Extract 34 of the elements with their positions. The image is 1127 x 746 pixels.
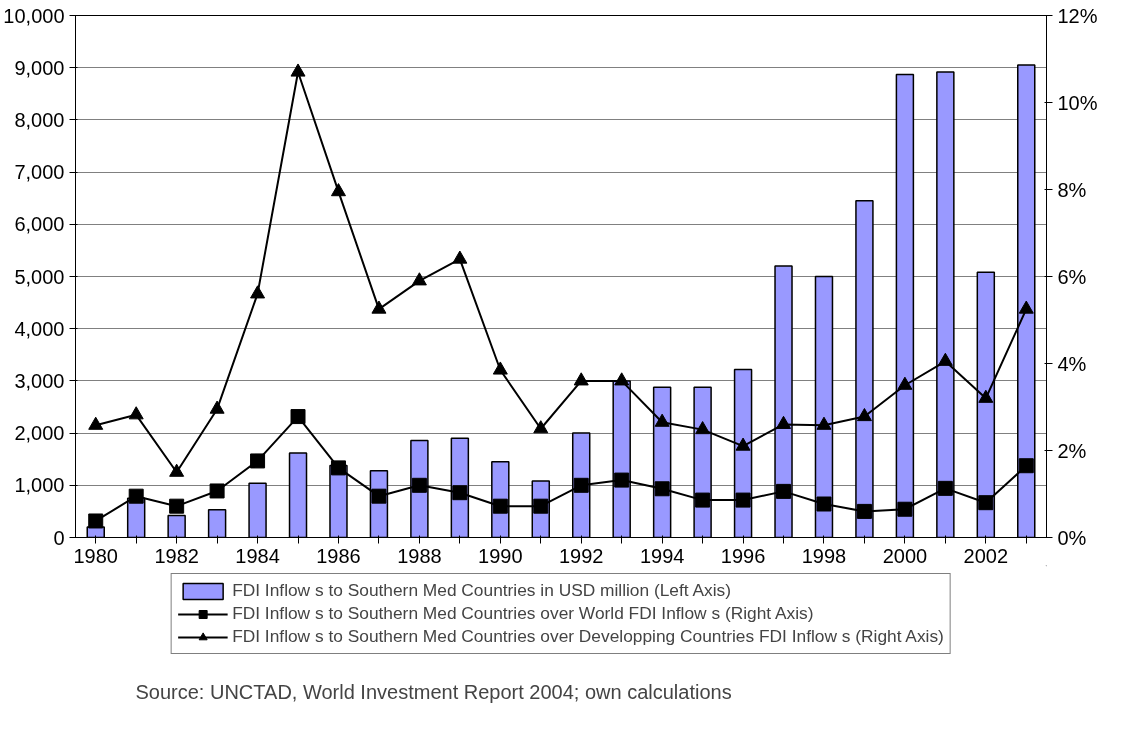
source-note: Source: UNCTAD, World Investment Report 2004; own calculations [135, 680, 732, 703]
x-tick-label: 1990 [478, 544, 523, 567]
x-tick-label: 1984 [235, 544, 280, 567]
y-tick-label: 8,000 [14, 108, 65, 131]
y-tick-label: 0 [53, 526, 65, 549]
y-tick-label: 3,000 [14, 369, 65, 392]
x-tick-label: 1980 [73, 544, 118, 567]
y2-tick-label: 6% [1057, 265, 1087, 288]
x-tick-label: 2000 [882, 544, 928, 567]
y-tick-label: 7,000 [14, 161, 65, 184]
x-tick-label: 1992 [558, 544, 604, 567]
legend-label: FDI Inflow s to Southern Med Countries over Developping Countries FDI Inflow s (Right Axis) [232, 626, 944, 647]
x-tick-label: 1988 [397, 544, 442, 567]
legend-label: FDI Inflow s to Southern Med Countries in USD million (Left Axis) [232, 580, 731, 601]
y2-tick-label: 0% [1057, 526, 1087, 549]
y2-tick-label: 4% [1057, 352, 1087, 375]
y-tick-label: 10,000 [3, 4, 65, 27]
y2-tick-label: 12% [1057, 4, 1098, 27]
y-tick-label: 5,000 [14, 265, 65, 288]
x-tick-label: 1986 [316, 544, 361, 567]
y-tick-label: 1,000 [14, 474, 65, 497]
x-tick-label: 1998 [801, 544, 847, 567]
y-tick-label: 2,000 [14, 422, 65, 445]
y-tick-label: 9,000 [14, 56, 65, 79]
x-tick-label: 1982 [154, 544, 199, 567]
x-tick-label: 1996 [720, 544, 766, 567]
x-tick-label: 2002 [963, 544, 1009, 567]
x-tick-label: 1994 [639, 544, 685, 567]
y-tick-label: 6,000 [14, 213, 65, 236]
y2-tick-label: 2% [1057, 439, 1087, 462]
y-tick-label: 4,000 [14, 317, 65, 340]
y2-tick-label: 10% [1057, 91, 1098, 114]
legend-label: FDI Inflow s to Southern Med Countries over World FDI Inflow s (Right Axis) [232, 603, 814, 624]
y2-tick-label: 8% [1057, 178, 1087, 201]
